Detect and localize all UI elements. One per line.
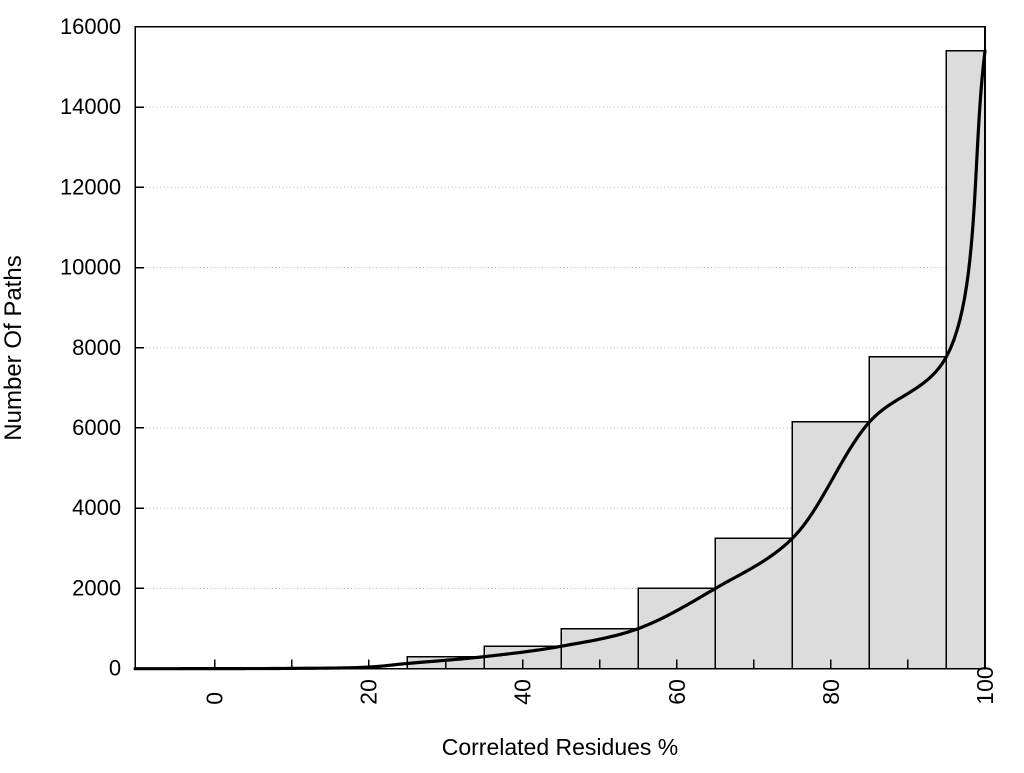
svg-text:40: 40 xyxy=(510,679,536,705)
svg-text:8000: 8000 xyxy=(72,335,121,360)
svg-text:6000: 6000 xyxy=(72,415,121,440)
svg-text:100: 100 xyxy=(972,666,998,704)
svg-text:20: 20 xyxy=(356,679,382,705)
svg-text:14000: 14000 xyxy=(60,94,121,119)
svg-text:0: 0 xyxy=(109,656,121,681)
svg-text:80: 80 xyxy=(818,679,844,705)
svg-text:2000: 2000 xyxy=(72,575,121,600)
svg-text:0: 0 xyxy=(202,692,228,705)
svg-text:16000: 16000 xyxy=(60,14,121,39)
svg-text:60: 60 xyxy=(664,679,690,705)
svg-text:12000: 12000 xyxy=(60,174,121,199)
svg-text:4000: 4000 xyxy=(72,495,121,520)
svg-text:10000: 10000 xyxy=(60,255,121,280)
